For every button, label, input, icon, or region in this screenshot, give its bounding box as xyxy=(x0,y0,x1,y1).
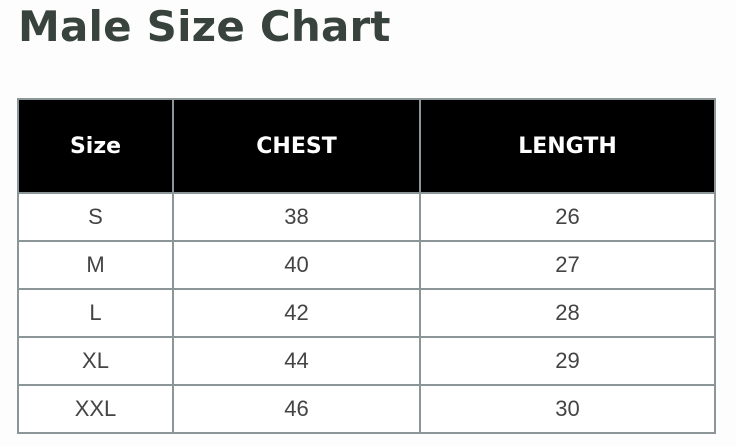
table-row: L 42 28 xyxy=(17,288,716,338)
cell-length: 27 xyxy=(419,240,716,290)
cell-length: 29 xyxy=(419,336,716,386)
table-row: M 40 27 xyxy=(17,240,716,290)
cell-length: 28 xyxy=(419,288,716,338)
cell-chest: 38 xyxy=(172,192,421,242)
header-size: Size xyxy=(17,98,174,194)
header-row: Size CHEST LENGTH xyxy=(17,98,716,194)
header-length: LENGTH xyxy=(419,98,716,194)
cell-size: XXL xyxy=(17,384,174,434)
header-chest: CHEST xyxy=(172,98,421,194)
cell-chest: 42 xyxy=(172,288,421,338)
cell-size: M xyxy=(17,240,174,290)
cell-size: XL xyxy=(17,336,174,386)
table-row: XXL 46 30 xyxy=(17,384,716,434)
table-row: S 38 26 xyxy=(17,192,716,242)
size-chart-table: Size CHEST LENGTH S 38 26 M 40 27 L 42 28 XL 44… xyxy=(17,98,716,434)
cell-size: L xyxy=(17,288,174,338)
cell-length: 30 xyxy=(419,384,716,434)
cell-chest: 40 xyxy=(172,240,421,290)
cell-chest: 46 xyxy=(172,384,421,434)
page-title: Male Size Chart xyxy=(18,2,391,51)
table-row: XL 44 29 xyxy=(17,336,716,386)
cell-chest: 44 xyxy=(172,336,421,386)
cell-size: S xyxy=(17,192,174,242)
cell-length: 26 xyxy=(419,192,716,242)
